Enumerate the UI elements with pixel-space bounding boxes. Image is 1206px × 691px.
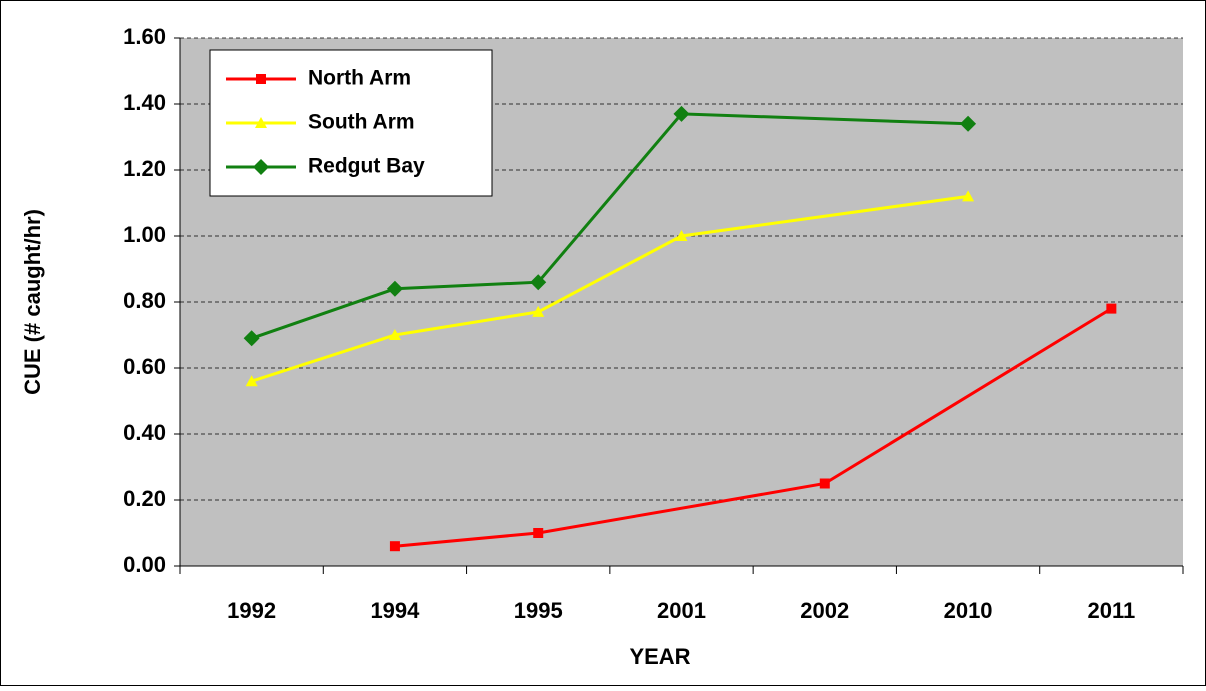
marker	[1106, 303, 1117, 314]
marker	[255, 117, 267, 128]
x-tick-label: 1992	[227, 598, 276, 623]
x-tick-label: 2010	[944, 598, 993, 623]
y-axis-title: CUE (# caught/hr)	[20, 209, 45, 395]
y-tick-label: 0.60	[123, 354, 166, 379]
marker	[386, 280, 403, 297]
marker	[962, 190, 975, 202]
marker	[243, 330, 260, 347]
marker	[256, 74, 266, 84]
marker	[389, 541, 400, 552]
marker	[533, 528, 544, 538]
legend-label: North Arm	[308, 67, 411, 90]
marker	[530, 274, 547, 291]
x-tick-label: 2002	[800, 598, 849, 623]
y-tick-label: 1.60	[123, 24, 166, 49]
marker	[673, 105, 690, 122]
x-axis-title: YEAR	[629, 644, 690, 669]
y-tick-label: 0.00	[123, 552, 166, 577]
marker	[253, 159, 269, 175]
y-tick-label: 0.40	[123, 420, 166, 445]
x-tick-label: 2011	[1087, 598, 1135, 623]
x-tick-label: 2001	[657, 598, 706, 623]
y-tick-label: 0.80	[123, 288, 166, 313]
y-tick-label: 1.00	[123, 222, 166, 247]
x-tick-label: 1995	[514, 598, 563, 623]
legend: North Arm South Arm Redgut Bay	[209, 49, 493, 197]
marker	[675, 230, 688, 241]
legend-label: South Arm	[308, 111, 415, 134]
marker	[819, 478, 830, 489]
marker	[532, 305, 545, 317]
marker	[960, 115, 977, 132]
y-tick-label: 1.20	[123, 156, 166, 181]
marker	[245, 375, 258, 387]
marker	[388, 329, 401, 340]
y-tick-label: 0.20	[123, 486, 166, 511]
legend-label: Redgut Bay	[308, 155, 425, 178]
x-tick-label: 1994	[370, 598, 420, 623]
series-line	[394, 307, 1113, 548]
y-tick-label: 1.40	[123, 90, 166, 115]
